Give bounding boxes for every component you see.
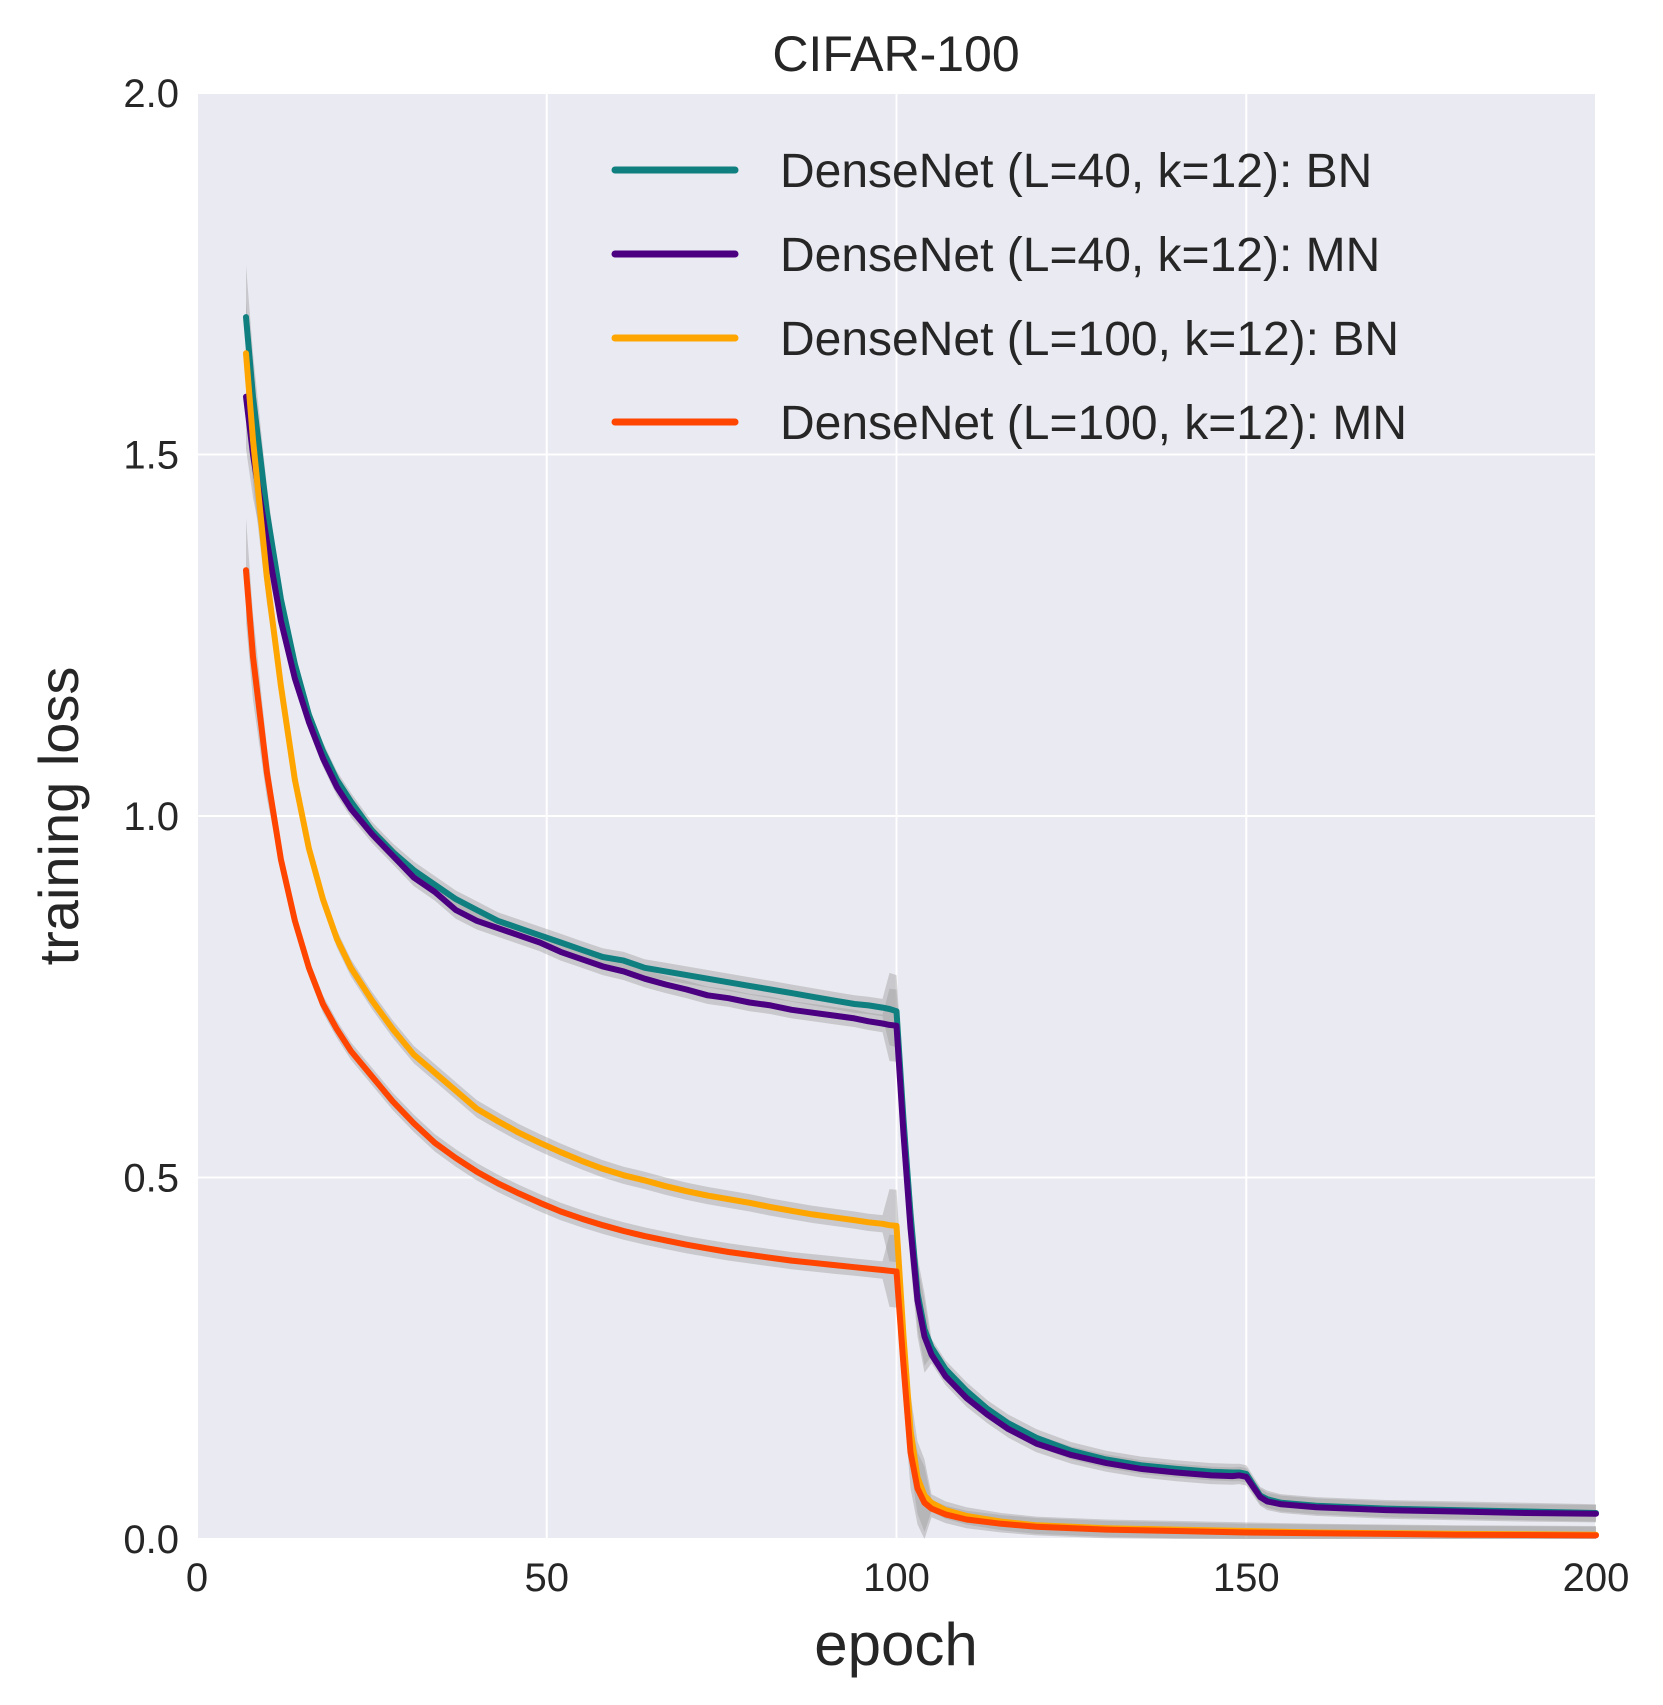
x-tick-label: 200 (1563, 1556, 1630, 1600)
legend-label: DenseNet (L=40, k=12): BN (780, 145, 1372, 198)
legend-label: DenseNet (L=100, k=12): BN (780, 313, 1399, 366)
legend-label: DenseNet (L=100, k=12): MN (780, 397, 1407, 450)
gridlines (196, 92, 1597, 1540)
y-tick-label: 0.0 (123, 1518, 179, 1562)
y-tick-label: 1.0 (123, 795, 179, 839)
x-tick-label: 150 (1213, 1556, 1280, 1600)
y-tick-label: 0.5 (123, 1157, 179, 1201)
legend-label: DenseNet (L=40, k=12): MN (780, 229, 1380, 282)
y-tick-label: 1.5 (123, 434, 179, 478)
x-tick-labels: 0 50 100 150 200 (186, 1556, 1630, 1600)
chart-title: CIFAR-100 (772, 26, 1019, 82)
x-tick-label: 100 (863, 1556, 930, 1600)
x-axis-label: epoch (814, 1611, 977, 1678)
series-line (243, 314, 1599, 1516)
y-tick-label: 2.0 (123, 72, 179, 116)
x-tick-label: 0 (186, 1556, 208, 1600)
x-tick-label: 50 (525, 1556, 570, 1600)
series-line (243, 393, 1599, 1517)
y-axis-label: training loss (27, 667, 90, 966)
y-tick-labels: 0.0 0.5 1.0 1.5 2.0 (123, 72, 179, 1562)
legend: DenseNet (L=40, k=12): BN DenseNet (L=40,… (611, 145, 1407, 450)
series-lines (243, 314, 1599, 1539)
series-line (243, 567, 1599, 1539)
